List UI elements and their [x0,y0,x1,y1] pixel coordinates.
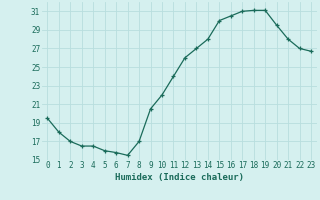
X-axis label: Humidex (Indice chaleur): Humidex (Indice chaleur) [115,173,244,182]
